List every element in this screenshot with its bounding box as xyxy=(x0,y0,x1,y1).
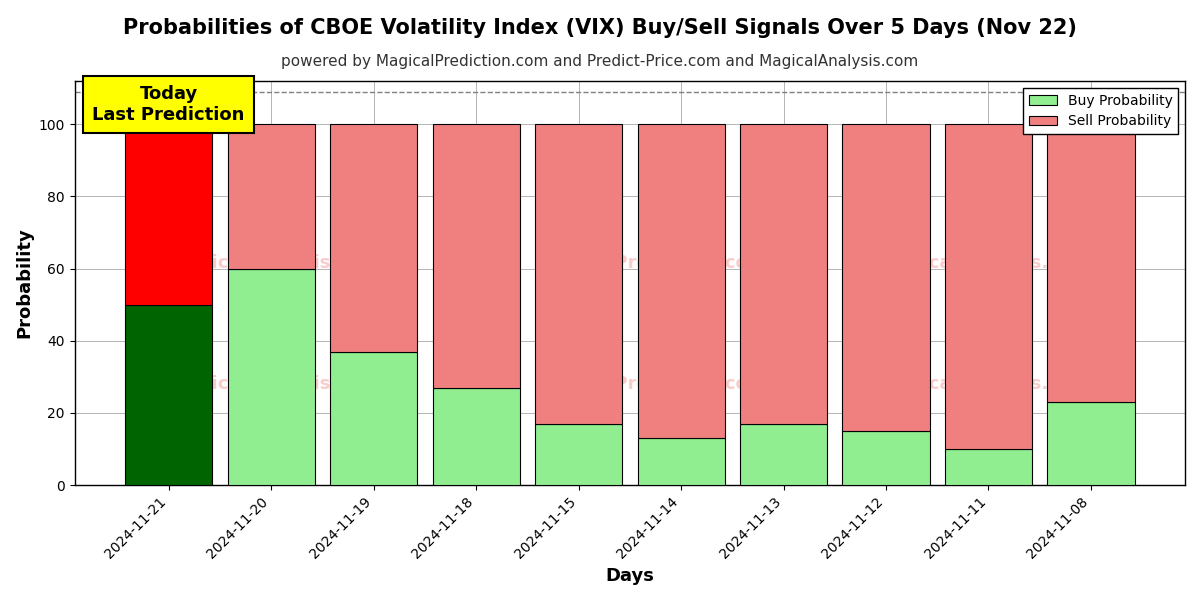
Legend: Buy Probability, Sell Probability: Buy Probability, Sell Probability xyxy=(1024,88,1178,134)
Text: powered by MagicalPrediction.com and Predict-Price.com and MagicalAnalysis.com: powered by MagicalPrediction.com and Pre… xyxy=(281,54,919,69)
Text: MagicalPrediction.com: MagicalPrediction.com xyxy=(538,375,767,393)
Text: MagicalAnalysis.com: MagicalAnalysis.com xyxy=(169,375,379,393)
Bar xyxy=(1048,402,1134,485)
Bar xyxy=(125,305,212,485)
Bar xyxy=(842,124,930,431)
Bar xyxy=(1048,124,1134,402)
Bar xyxy=(330,124,418,352)
Bar xyxy=(637,438,725,485)
X-axis label: Days: Days xyxy=(605,567,654,585)
Text: Probabilities of CBOE Volatility Index (VIX) Buy/Sell Signals Over 5 Days (Nov 2: Probabilities of CBOE Volatility Index (… xyxy=(124,18,1076,38)
Bar xyxy=(330,352,418,485)
Y-axis label: Probability: Probability xyxy=(16,227,34,338)
Bar xyxy=(125,124,212,305)
Bar xyxy=(432,124,520,388)
Text: MagicalAnalysis.com: MagicalAnalysis.com xyxy=(881,254,1090,272)
Bar xyxy=(535,124,622,424)
Bar xyxy=(228,124,314,269)
Text: MagicalAnalysis.com: MagicalAnalysis.com xyxy=(881,375,1090,393)
Bar xyxy=(944,124,1032,449)
Text: MagicalPrediction.com: MagicalPrediction.com xyxy=(538,254,767,272)
Bar xyxy=(535,424,622,485)
Bar xyxy=(740,124,827,424)
Bar xyxy=(228,269,314,485)
Bar xyxy=(842,431,930,485)
Text: MagicalAnalysis.com: MagicalAnalysis.com xyxy=(169,254,379,272)
Bar xyxy=(740,424,827,485)
Bar xyxy=(432,388,520,485)
Bar xyxy=(944,449,1032,485)
Text: Today
Last Prediction: Today Last Prediction xyxy=(92,85,245,124)
Bar xyxy=(637,124,725,438)
